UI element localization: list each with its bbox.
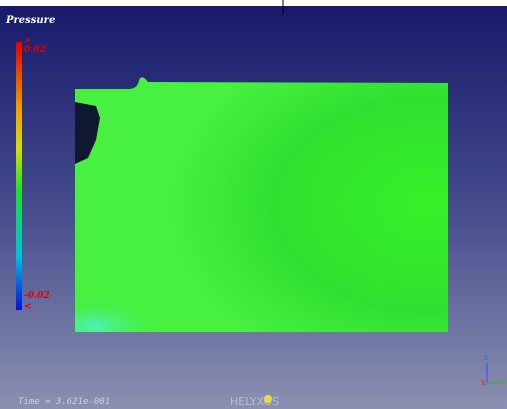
- color-bar: [16, 42, 22, 310]
- logo-icon: [264, 395, 272, 403]
- legend-min: -0.02: [24, 291, 50, 301]
- axis-y-label: Y: [501, 380, 507, 387]
- legend-max: 0.02: [24, 45, 46, 55]
- top-frame: [0, 0, 507, 6]
- axis-z-label: Z: [484, 355, 488, 362]
- logo: HELYXOS: [230, 395, 279, 408]
- time-label: Time = 3.621e-001: [18, 397, 110, 407]
- legend-max-marker: >: [24, 36, 32, 46]
- field-title: Pressure: [5, 15, 55, 26]
- low-pressure-region: [75, 250, 275, 332]
- legend-min-marker: <: [24, 302, 32, 312]
- obstacle: [75, 102, 100, 164]
- axis-x-label: X: [481, 380, 486, 387]
